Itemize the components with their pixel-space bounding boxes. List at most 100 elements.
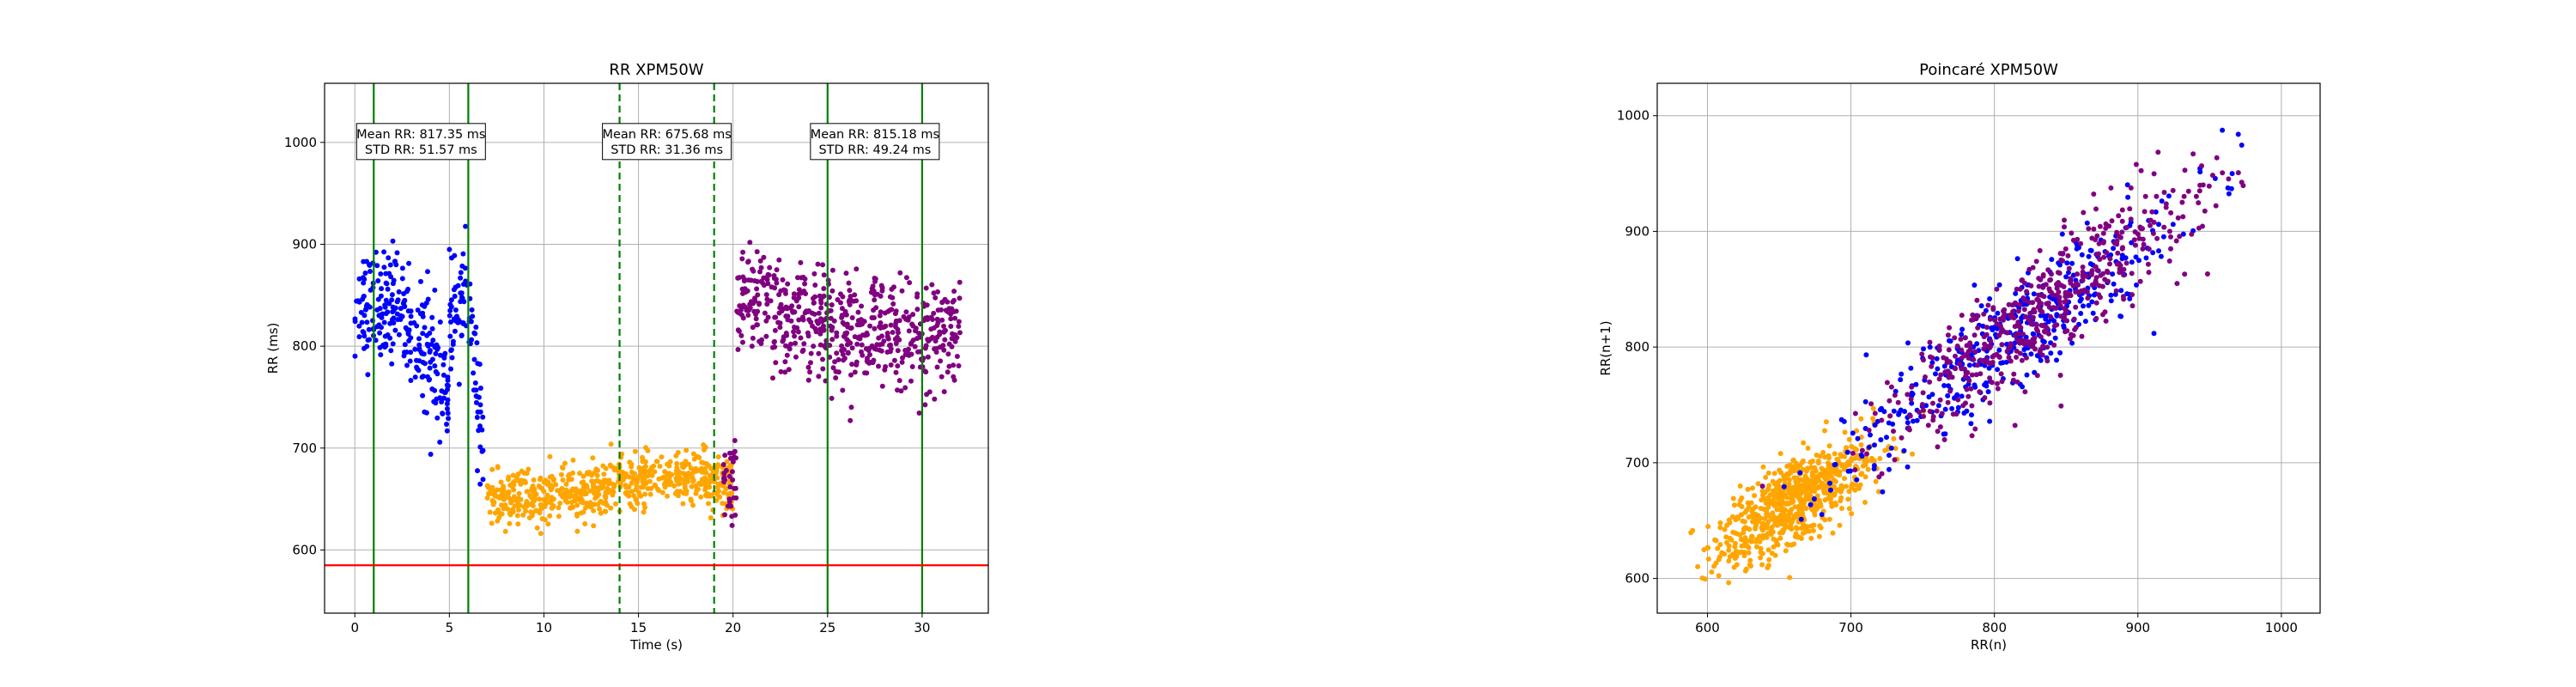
rr-data-point <box>502 528 508 534</box>
poincare-data-point <box>1750 519 1756 525</box>
rr-data-point <box>732 485 738 491</box>
rr-data-point <box>447 313 453 319</box>
rr-data-point <box>771 273 777 278</box>
poincare-data-point <box>2098 272 2104 278</box>
rr-data-point <box>548 499 554 504</box>
poincare-data-point <box>1935 403 1941 409</box>
poincare-data-point <box>1783 548 1789 554</box>
rr-x-tick-label: 30 <box>914 620 930 635</box>
rr-data-point <box>433 400 439 406</box>
rr-data-point <box>950 331 955 337</box>
rr-data-point <box>912 344 918 350</box>
rr-data-point <box>941 389 947 395</box>
poincare-data-point <box>2197 169 2203 175</box>
rr-data-point <box>406 260 412 266</box>
rr-data-point <box>796 304 802 310</box>
poincare-data-point <box>1825 490 1831 496</box>
rr-data-point <box>811 344 817 350</box>
poincare-data-point <box>2117 234 2123 240</box>
rr-data-point <box>451 316 457 322</box>
rr-data-point <box>366 262 372 267</box>
rr-data-point <box>736 275 742 281</box>
poincare-data-point <box>1853 482 1859 488</box>
poincare-data-point <box>1868 401 1874 407</box>
rr-data-point <box>848 372 854 378</box>
rr-data-point <box>441 355 447 361</box>
rr-data-point <box>657 464 663 469</box>
rr-data-point <box>855 309 861 315</box>
rr-data-point <box>848 417 854 423</box>
poincare-data-point <box>2063 308 2069 314</box>
poincare-data-point <box>1726 580 1732 586</box>
rr-data-point <box>939 300 945 306</box>
rr-data-point <box>444 382 450 388</box>
rr-data-point <box>798 335 804 341</box>
poincare-data-point <box>2093 206 2099 212</box>
rr-data-point <box>580 500 586 506</box>
poincare-data-point <box>1930 414 1936 420</box>
rr-data-point <box>453 284 459 290</box>
rr-data-point <box>677 489 683 495</box>
rr-data-point <box>829 395 835 401</box>
rr-data-point <box>943 307 949 313</box>
poincare-data-point <box>1858 452 1864 458</box>
rr-data-point <box>702 487 708 493</box>
rr-data-point <box>416 342 422 348</box>
rr-data-point <box>755 322 760 328</box>
poincare-data-point <box>1760 535 1766 541</box>
rr-data-point <box>843 312 849 318</box>
rr-data-point <box>773 314 779 320</box>
rr-data-point <box>816 350 822 356</box>
rr-data-point <box>422 409 428 415</box>
poincare-data-point <box>1969 403 1975 409</box>
poincare-data-point <box>2146 270 2152 276</box>
rr-data-point <box>641 501 647 507</box>
rr-data-point <box>733 495 739 501</box>
poincare-data-point <box>1786 477 1792 483</box>
rr-data-point <box>582 521 588 526</box>
poincare-data-point <box>2110 271 2116 277</box>
poincare-data-point <box>2036 283 2042 289</box>
rr-data-point <box>702 447 707 453</box>
poincare-data-point <box>1901 447 1907 453</box>
poincare-data-point <box>1726 517 1732 523</box>
poincare-data-point <box>1815 474 1821 480</box>
poincare-data-point <box>2111 281 2117 287</box>
poincare-data-point <box>1796 503 1802 509</box>
rr-data-point <box>740 249 746 255</box>
poincare-data-point <box>1793 525 1799 531</box>
poincare-data-point <box>1987 296 1993 301</box>
rr-data-point <box>903 275 909 281</box>
poincare-data-point <box>2047 277 2053 283</box>
rr-data-point <box>380 343 386 348</box>
rr-data-point <box>468 319 474 325</box>
poincare-data-point <box>1854 428 1860 434</box>
rr-data-point <box>714 464 720 470</box>
poincare-y-tick-label: 600 <box>1625 571 1649 587</box>
rr-data-point <box>740 302 746 308</box>
poincare-data-point <box>2093 264 2099 270</box>
rr-data-point <box>844 337 850 343</box>
poincare-data-point <box>2015 331 2021 337</box>
rr-data-point <box>720 489 726 495</box>
poincare-data-point <box>2119 218 2125 224</box>
rr-data-point <box>601 471 607 477</box>
poincare-data-point <box>1886 420 1892 426</box>
rr-data-point <box>951 297 957 303</box>
rr-data-point <box>584 484 590 490</box>
rr-data-point <box>387 335 393 341</box>
rr-data-point <box>914 336 920 342</box>
poincare-data-point <box>1866 444 1872 450</box>
rr-std-text: STD RR: 51.57 ms <box>365 143 477 157</box>
rr-data-point <box>507 520 513 526</box>
poincare-data-point <box>2048 350 2054 356</box>
poincare-data-point <box>1863 352 1869 358</box>
rr-data-point <box>764 296 770 302</box>
rr-data-point <box>577 471 583 477</box>
poincare-data-point <box>1778 503 1784 509</box>
poincare-data-point <box>1785 524 1791 530</box>
poincare-data-point <box>1758 550 1764 556</box>
poincare-data-point <box>1871 463 1877 469</box>
rr-data-point <box>659 454 665 460</box>
rr-data-point <box>741 289 746 295</box>
